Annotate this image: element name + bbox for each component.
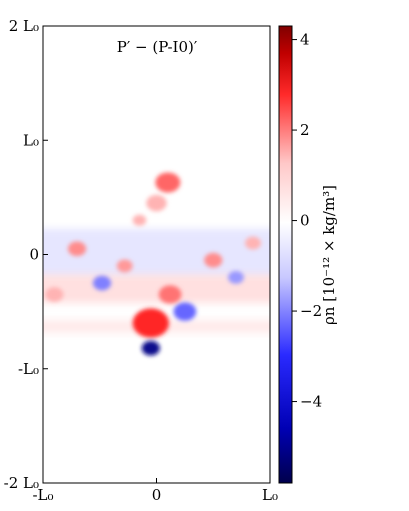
heatmap-field — [43, 172, 270, 356]
density-plume — [92, 275, 112, 291]
y-tick-label: 2 L₀ — [9, 17, 39, 35]
chart-title: P′ − (P-I0)′ — [117, 38, 198, 56]
x-axis: -L₀ 0 L₀ — [32, 478, 278, 504]
density-plume — [173, 302, 197, 321]
density-plume — [45, 287, 64, 302]
colorbar — [278, 25, 293, 484]
density-plume — [245, 236, 261, 250]
density-plume — [132, 308, 169, 338]
y-tick-label: L₀ — [23, 131, 39, 149]
colorbar-ticks: 4 2 0 −2 −4 — [292, 31, 322, 411]
density-plume — [67, 241, 87, 257]
y-tick-label: 0 — [29, 246, 39, 264]
density-plume — [155, 172, 181, 193]
density-plume — [158, 285, 182, 304]
density-plume — [204, 252, 223, 268]
colorbar-tick-label: −4 — [300, 393, 322, 411]
density-band — [43, 228, 270, 281]
y-tick-label: -2 L₀ — [4, 474, 39, 492]
colorbar-tick-label: 0 — [300, 212, 310, 230]
density-plume — [116, 259, 133, 273]
density-plume — [228, 270, 244, 284]
colorbar-tick-label: 2 — [300, 121, 310, 139]
colorbar-label: ρn [10⁻¹² × kg/m³] — [320, 185, 338, 325]
colorbar-tick-label: 4 — [300, 31, 310, 49]
density-plume — [146, 194, 167, 212]
density-plume — [141, 340, 160, 356]
y-tick-label: -L₀ — [18, 360, 39, 378]
density-plume — [132, 214, 147, 226]
x-tick-label: 0 — [152, 486, 162, 504]
y-axis: -2 L₀ -L₀ 0 L₀ 2 L₀ — [4, 17, 48, 492]
x-tick-label: L₀ — [262, 486, 278, 504]
colorbar-tick-label: −2 — [300, 302, 322, 320]
x-tick-label: -L₀ — [32, 486, 53, 504]
